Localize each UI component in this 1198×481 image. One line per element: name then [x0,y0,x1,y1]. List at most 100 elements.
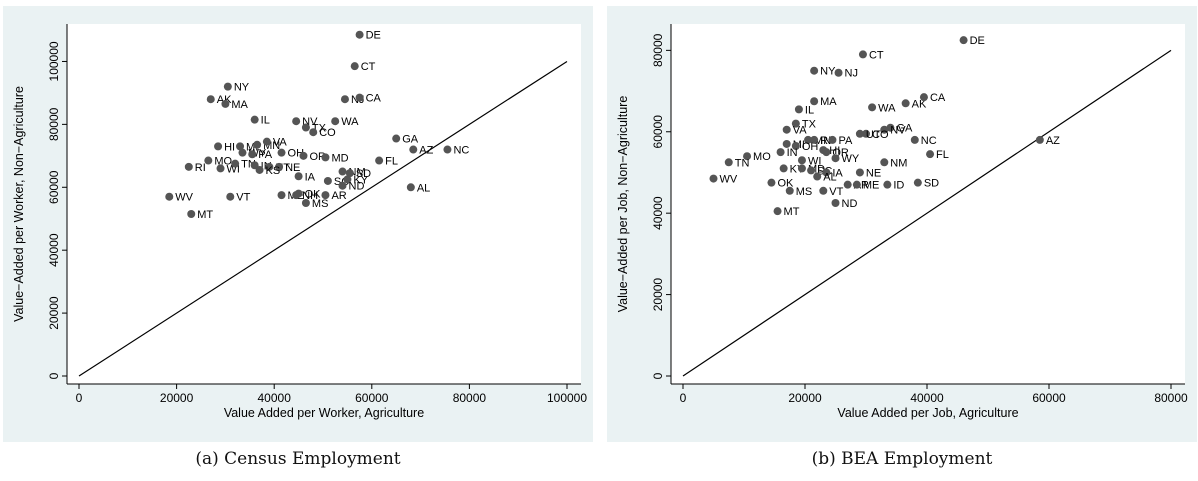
data-point-al [813,172,822,181]
x-tick-label: 40000 [910,391,944,405]
x-tick-label: 80000 [453,391,487,405]
data-point-ut [265,162,274,171]
point-label-ak: AK [912,98,927,110]
data-point-md [797,164,806,173]
point-label-az: AZ [419,145,433,157]
plot-area [671,24,1185,384]
data-point-pa [248,150,257,159]
data-point-ri [184,162,193,171]
data-point-vt [226,192,235,201]
reference-line-45deg [682,49,1172,377]
data-point-mn [804,135,813,144]
data-point-ca [355,93,364,102]
data-point-ga [886,123,895,132]
point-label-nd: ND [349,181,365,193]
data-point-az [1035,135,1044,144]
x-tick-label: 60000 [355,391,389,405]
point-label-va: VA [793,125,808,137]
y-tick-label: 40000 [47,233,61,267]
data-point-ar [843,180,852,189]
point-label-id: ID [893,180,904,192]
data-point-ri [810,135,819,144]
data-point-tn [231,159,240,168]
data-point-de [959,36,968,45]
point-label-pa: PA [258,149,273,161]
data-point-va [262,137,271,146]
x-tick-label: 0 [680,391,687,405]
data-point-nv [292,117,301,126]
point-label-co: CO [872,129,889,141]
data-point-co [309,128,318,137]
data-point-il [250,115,259,124]
data-point-nm [880,158,889,167]
data-point-tx [301,123,310,132]
point-label-ct: CT [361,61,376,73]
point-label-il: IL [805,104,814,116]
data-point-il [794,105,803,114]
point-label-nj: NJ [845,68,858,80]
y-tick-label: 80000 [47,107,61,141]
data-point-mo [204,156,213,165]
data-point-wi [797,156,806,165]
point-label-ri: RI [195,162,206,174]
data-point-pa [828,135,837,144]
data-point-ct [350,62,359,71]
data-point-tx [791,119,800,128]
point-label-ma: MA [820,96,837,108]
x-tick-label: 20000 [160,391,194,405]
point-label-wa: WA [878,102,896,114]
data-point-or [299,151,308,160]
data-point-id [883,180,892,189]
data-point-nh [292,191,301,200]
x-axis-label: Value Added per Job, Agriculture [837,406,1018,420]
data-point-va [782,125,791,134]
point-label-ia: IA [305,171,316,183]
point-label-or: OR [309,151,326,163]
data-point-mt [773,207,782,216]
point-label-mt: MT [197,209,213,221]
point-label-al: AL [823,172,836,184]
data-point-ut [855,129,864,138]
point-label-tx: TX [802,119,817,131]
y-axis-label: Value−Added per Job, Non−Agriculture [616,96,630,313]
point-label-wa: WA [341,116,359,128]
data-point-wy [831,154,840,163]
data-point-md [321,153,330,162]
data-point-hi [214,142,223,151]
point-label-nv: NV [890,125,906,137]
data-point-co [862,129,870,138]
data-point-ne [275,162,284,171]
point-label-vt: VT [829,186,843,198]
point-label-ks: KS [266,165,281,177]
chart-census-scatter: 0 20000 40000 60000 80000 100000 0 20000 40000 60… [12,24,587,420]
x-tick-label: 40000 [258,391,292,405]
point-label-in: IN [787,147,798,159]
point-label-va: VA [273,137,288,149]
point-label-md: MD [331,152,348,164]
data-point-ok [767,178,776,187]
data-point-mi [236,142,245,151]
data-point-mo [743,152,752,161]
data-point-sd [345,169,354,178]
x-axis-label: Value Added per Worker, Agriculture [224,406,424,420]
point-label-co: CO [319,127,336,139]
data-point-wi [216,164,225,173]
data-point-ks [255,165,264,174]
data-point-ne [855,168,864,177]
data-point-ms [301,199,310,207]
data-point-ia [822,168,831,177]
point-label-wv: WV [720,174,738,186]
data-point-ct [858,50,867,59]
point-label-al: AL [417,182,430,194]
data-point-mi [782,139,791,148]
plot-area [67,24,581,384]
point-label-mt: MT [784,206,800,218]
data-point-az [409,145,418,154]
y-axis-label: Value−Added per Worker, Non−Agriculture [12,86,26,322]
data-point-nc [910,135,919,144]
point-label-ny: NY [234,82,250,94]
point-label-wi: WI [808,155,821,167]
data-point-mn [253,140,262,149]
point-label-nc: NC [921,135,937,147]
data-point-ny [810,66,819,75]
